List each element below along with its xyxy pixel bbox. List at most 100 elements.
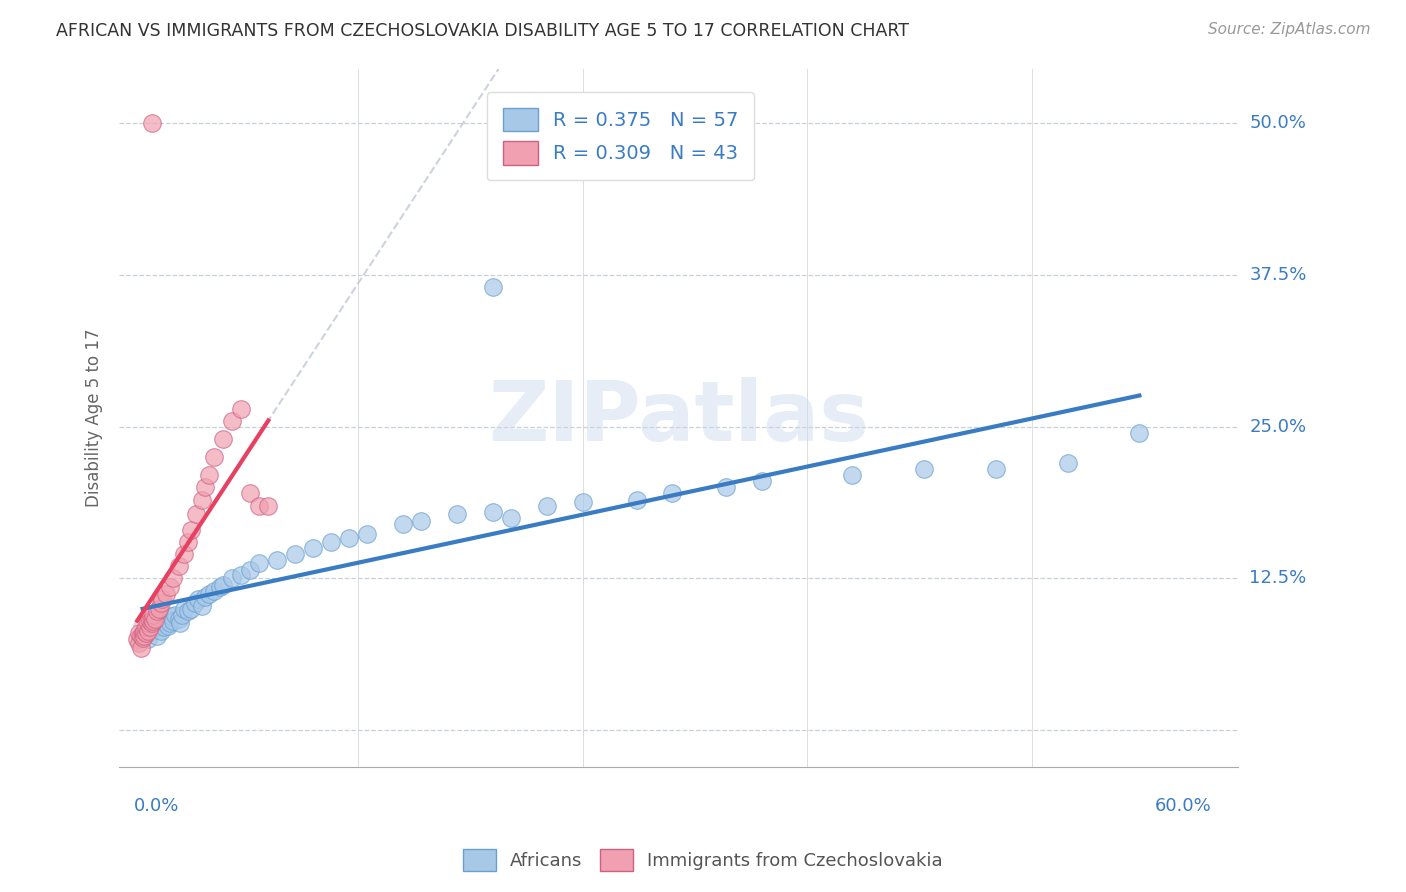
Point <box>162 572 184 586</box>
Point <box>159 580 181 594</box>
Text: 25.0%: 25.0% <box>1250 417 1306 435</box>
Text: 60.0%: 60.0% <box>1154 797 1211 815</box>
Point <box>131 626 153 640</box>
Point <box>169 616 191 631</box>
Point <box>160 609 183 624</box>
Point <box>231 401 253 416</box>
Point <box>128 626 150 640</box>
Point <box>247 499 270 513</box>
Point <box>134 624 156 638</box>
Point <box>176 604 198 618</box>
Point <box>141 116 163 130</box>
Point <box>266 553 288 567</box>
Point <box>482 505 505 519</box>
Point <box>204 450 226 464</box>
Point <box>661 486 683 500</box>
Point <box>129 640 152 655</box>
Point <box>1128 425 1150 440</box>
Point <box>129 629 152 643</box>
Point <box>191 599 214 614</box>
Point <box>212 432 235 446</box>
Point <box>221 572 243 586</box>
Point <box>143 611 166 625</box>
Point <box>155 587 177 601</box>
Point <box>284 547 307 561</box>
Point <box>141 614 163 628</box>
Point <box>131 626 153 640</box>
Point <box>571 495 593 509</box>
Point <box>984 462 1007 476</box>
Point <box>337 532 360 546</box>
Point <box>194 480 217 494</box>
Point <box>163 607 186 622</box>
Point <box>150 614 173 628</box>
Point <box>180 523 202 537</box>
Point <box>176 535 198 549</box>
Point <box>141 616 163 631</box>
Point <box>141 624 163 638</box>
Point <box>239 563 262 577</box>
Point <box>156 619 179 633</box>
Point <box>187 592 209 607</box>
Text: 37.5%: 37.5% <box>1250 266 1306 284</box>
Point <box>136 632 159 647</box>
Point <box>247 556 270 570</box>
Point <box>150 592 173 607</box>
Point <box>231 567 253 582</box>
Point <box>198 587 221 601</box>
Point <box>148 602 170 616</box>
Point <box>167 559 190 574</box>
Point <box>212 577 235 591</box>
Point <box>1056 456 1078 470</box>
Point <box>136 624 159 638</box>
Point <box>173 547 195 561</box>
Point <box>302 541 325 556</box>
Point <box>186 507 208 521</box>
Legend: Africans, Immigrants from Czechoslovakia: Africans, Immigrants from Czechoslovakia <box>456 842 950 879</box>
Point <box>128 636 150 650</box>
Point <box>626 492 648 507</box>
Point <box>149 624 172 638</box>
Point <box>136 616 159 631</box>
Point <box>482 280 505 294</box>
Point <box>392 516 415 531</box>
Point <box>146 604 169 618</box>
Point <box>135 620 157 634</box>
Point <box>146 629 169 643</box>
Text: 0.0%: 0.0% <box>134 797 179 815</box>
Point <box>142 614 165 628</box>
Point <box>321 535 343 549</box>
Point <box>180 602 202 616</box>
Point <box>841 468 863 483</box>
Point <box>716 480 738 494</box>
Point <box>194 590 217 604</box>
Point <box>141 611 163 625</box>
Point <box>221 414 243 428</box>
Text: 50.0%: 50.0% <box>1250 114 1306 132</box>
Point <box>142 607 165 622</box>
Point <box>143 620 166 634</box>
Point <box>912 462 935 476</box>
Point <box>172 607 194 622</box>
Point <box>183 596 205 610</box>
Point <box>155 611 177 625</box>
Point <box>446 507 468 521</box>
Point <box>149 596 172 610</box>
Point <box>162 614 184 628</box>
Point <box>239 486 262 500</box>
Point <box>198 468 221 483</box>
Point <box>204 583 226 598</box>
Point <box>134 629 156 643</box>
Text: AFRICAN VS IMMIGRANTS FROM CZECHOSLOVAKIA DISABILITY AGE 5 TO 17 CORRELATION CHA: AFRICAN VS IMMIGRANTS FROM CZECHOSLOVAKI… <box>56 22 910 40</box>
Point <box>139 614 162 628</box>
Point <box>153 620 176 634</box>
Point <box>208 580 231 594</box>
Text: Source: ZipAtlas.com: Source: ZipAtlas.com <box>1208 22 1371 37</box>
Legend: R = 0.375   N = 57, R = 0.309   N = 43: R = 0.375 N = 57, R = 0.309 N = 43 <box>486 92 754 180</box>
Point <box>536 499 558 513</box>
Point <box>139 620 162 634</box>
Point <box>499 510 522 524</box>
Point <box>751 475 773 489</box>
Point <box>131 631 153 645</box>
Point <box>127 632 149 647</box>
